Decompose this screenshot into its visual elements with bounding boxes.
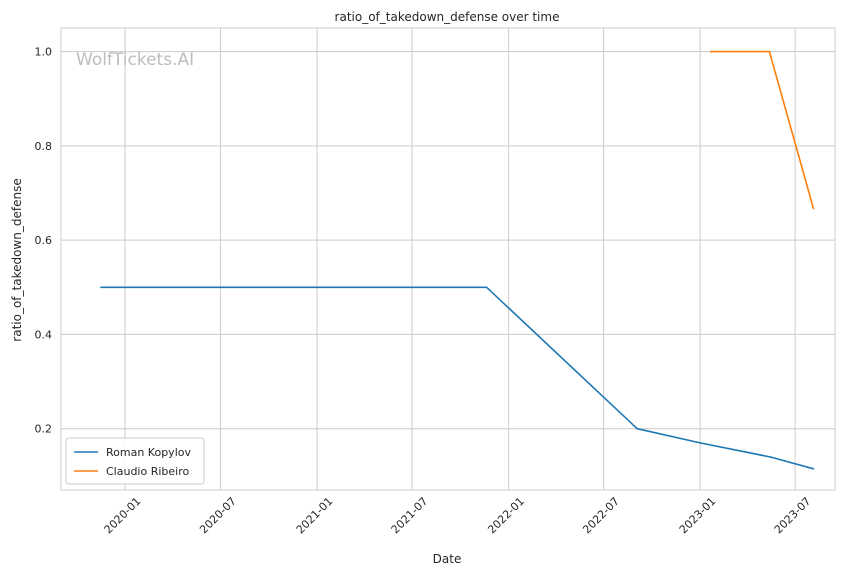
data-point xyxy=(485,286,488,289)
data-point xyxy=(699,442,701,444)
data-point xyxy=(812,207,815,210)
y-axis-label: ratio_of_takedown_defense xyxy=(10,178,24,341)
x-axis-label: Date xyxy=(433,552,462,566)
data-point xyxy=(769,456,772,458)
series-line-roman-kopylov xyxy=(100,286,814,470)
y-tick-label: 1.0 xyxy=(35,46,53,59)
legend: Roman Kopylov Claudio Ribeiro xyxy=(65,437,205,485)
y-tick-label: 0.8 xyxy=(35,140,53,153)
legend-label-roman-kopylov: Roman Kopylov xyxy=(106,446,191,459)
data-point xyxy=(636,427,638,430)
chart-title: ratio_of_takedown_defense over time xyxy=(335,10,560,24)
data-point xyxy=(100,286,102,289)
plot-frame xyxy=(60,27,836,491)
data-point xyxy=(768,50,771,53)
legend-box xyxy=(65,437,205,485)
data-point xyxy=(709,50,712,53)
y-axis: 0.2 0.4 0.6 0.8 1.0 xyxy=(35,46,53,436)
plot-area xyxy=(61,28,835,490)
y-tick-label: 0.4 xyxy=(35,328,53,341)
y-tick-label: 0.6 xyxy=(35,234,53,247)
legend-label-claudio-ribeiro: Claudio Ribeiro xyxy=(106,465,190,478)
series-layer xyxy=(100,50,815,470)
data-point xyxy=(812,467,815,470)
grid xyxy=(61,28,835,490)
y-tick-label: 0.2 xyxy=(35,423,53,436)
watermark-text: WolfTickets.AI xyxy=(76,50,194,70)
